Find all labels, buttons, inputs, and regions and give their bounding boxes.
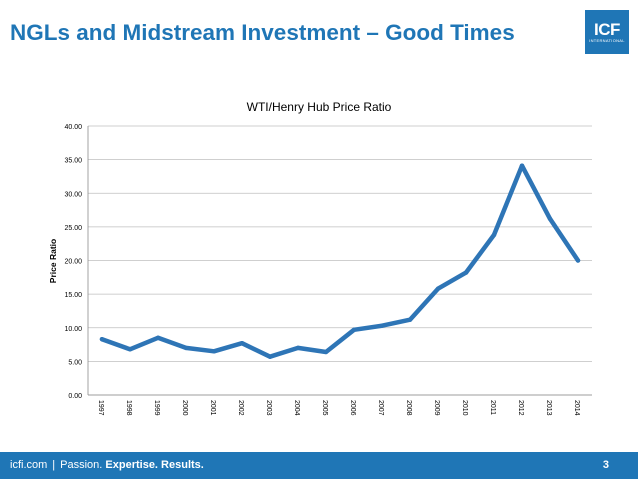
y-tick-label: 20.00 xyxy=(64,259,82,266)
x-tick-label: 2001 xyxy=(209,400,216,416)
x-tick-label: 2005 xyxy=(321,400,328,416)
data-point xyxy=(295,345,301,351)
logo-subtext: INTERNATIONAL xyxy=(589,38,625,43)
footer-tagline-plain: Passion. xyxy=(60,459,103,471)
data-point xyxy=(211,349,217,354)
x-tick-label: 2000 xyxy=(181,400,188,416)
data-point xyxy=(351,327,357,332)
data-point xyxy=(435,286,441,291)
data-point xyxy=(491,232,497,238)
x-tick-label: 2008 xyxy=(405,400,412,416)
data-point xyxy=(183,345,189,351)
data-point xyxy=(127,347,133,352)
x-tick-label: 2006 xyxy=(349,400,356,416)
logo-text: ICF xyxy=(594,20,620,39)
data-point xyxy=(519,163,525,168)
y-tick-label: 5.00 xyxy=(68,359,82,366)
x-tick-labels: 1997 1998 1999 2000 2001 2002 2003 2004 2005 2006… xyxy=(97,400,580,416)
data-point xyxy=(463,270,469,275)
footer-site: icfi.com xyxy=(10,459,48,471)
series-layer xyxy=(99,163,581,359)
x-tick-label: 2011 xyxy=(489,400,496,415)
data-point xyxy=(99,336,105,342)
footer-tagline-bold: Expertise. Results. xyxy=(105,459,204,471)
data-point xyxy=(267,354,273,359)
x-tick-label: 1999 xyxy=(153,400,160,416)
data-point xyxy=(547,216,553,222)
y-tick-label: 0.00 xyxy=(68,393,82,400)
data-point xyxy=(407,317,413,322)
footer-bar: icfi.com | Passion. Expertise. Results. 3 xyxy=(0,452,638,479)
footer-text: icfi.com | Passion. Expertise. Results. xyxy=(10,459,204,471)
icf-logo: ICF INTERNATIONAL xyxy=(585,10,629,54)
series-line xyxy=(99,163,581,359)
x-tick-label: 2013 xyxy=(545,400,552,416)
slide-title: NGLs and Midstream Investment – Good Tim… xyxy=(10,20,515,45)
y-axis-label: Price Ratio xyxy=(48,239,58,283)
y-tick-label: 40.00 xyxy=(64,124,82,131)
y-tick-label: 35.00 xyxy=(64,158,82,165)
data-point xyxy=(155,335,161,341)
y-tick-label: 30.00 xyxy=(64,191,82,198)
footer-separator: | xyxy=(52,459,56,471)
y-tick-labels: 0.00 5.00 10.00 15.00 20.00 25.00 30.00 35.00 40… xyxy=(64,124,82,400)
x-tick-label: 2002 xyxy=(237,400,244,416)
y-tick-label: 25.00 xyxy=(64,225,82,232)
y-tick-label: 15.00 xyxy=(64,292,82,299)
x-tick-label: 1998 xyxy=(125,400,132,416)
x-tick-label: 2003 xyxy=(265,400,272,416)
data-point xyxy=(323,349,329,355)
data-point xyxy=(379,323,385,328)
chart-title: WTI/Henry Hub Price Ratio xyxy=(247,100,392,114)
price-ratio-chart: WTI/Henry Hub Price Ratio Price Ratio 0.… xyxy=(48,100,592,416)
x-tick-label: 2012 xyxy=(517,400,524,416)
gridlines xyxy=(87,125,592,396)
x-tick-label: 2009 xyxy=(433,400,440,416)
y-tick-label: 10.00 xyxy=(64,326,82,333)
x-tick-label: 2014 xyxy=(573,400,580,416)
data-point xyxy=(239,341,245,346)
x-tick-label: 1997 xyxy=(97,400,104,416)
x-tick-label: 2010 xyxy=(461,400,468,416)
x-tick-label: 2007 xyxy=(377,400,384,416)
page-number: 3 xyxy=(602,459,609,471)
data-point xyxy=(575,258,581,263)
x-tick-label: 2004 xyxy=(293,400,300,416)
